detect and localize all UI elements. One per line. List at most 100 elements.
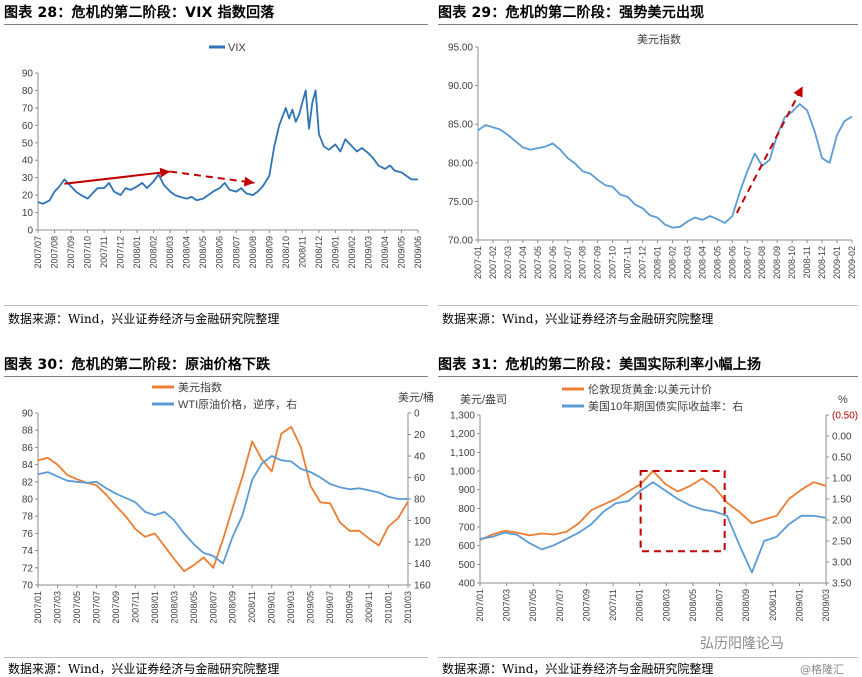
series-line-2 [37, 455, 408, 565]
x-tick-label: 2007/07 [555, 589, 565, 622]
trend-arrow-line [735, 85, 804, 214]
x-tick-label: 2007-08 [578, 246, 588, 279]
y-right-tick-label: 120 [414, 538, 431, 549]
y-tick-label: 80.00 [448, 158, 473, 169]
y-tick-label: 10 [22, 208, 34, 219]
x-tick-label: 2008-01 [653, 246, 663, 279]
series-line-2 [479, 481, 827, 574]
x-tick-label: 2009/01 [794, 589, 804, 622]
source-note-p31: 数据来源：Wind，兴业证券经济与金融研究院整理 [442, 662, 714, 676]
title-rule-right [438, 24, 858, 25]
x-tick-label: 2008/01 [150, 591, 160, 624]
chart-title-p31: 图表 31：危机的第二阶段：美国实际利率小幅上扬 [438, 357, 762, 373]
x-tick-label: 2007/05 [528, 589, 538, 622]
x-tick-label: 2009/01 [267, 591, 277, 624]
x-tick-label: 2008/11 [247, 591, 257, 623]
x-tick-label: 2007/10 [83, 236, 93, 269]
y-right-tick-label: 80 [414, 495, 426, 506]
x-tick-label: 2008/12 [314, 236, 324, 269]
x-tick-label: 2007/07 [33, 236, 43, 269]
y-right-tick-label: 0.00 [832, 432, 852, 443]
y-tick-label: 50 [22, 138, 34, 149]
y-right-tick-label: 2.00 [832, 516, 852, 527]
x-tick-label: 2008/02 [149, 236, 159, 269]
y-tick-label: 90.00 [448, 81, 473, 92]
y-right-tick-label: 1.50 [832, 495, 852, 506]
x-tick-label: 2007-01 [473, 246, 483, 279]
y-tick-label: 85.00 [448, 120, 473, 131]
watermark-left: 弘历阳隆论马 [700, 636, 784, 652]
y-tick-label: 700 [458, 523, 475, 534]
x-tick-label: 2007/05 [72, 591, 82, 624]
x-tick-label: 2007/03 [52, 591, 62, 624]
x-tick-label: 2007/11 [608, 589, 618, 621]
x-tick-label: 2007-05 [533, 246, 543, 279]
y-right-tick-label: 100 [414, 516, 431, 527]
y-right-tick-label: 3.00 [832, 558, 852, 569]
x-tick-label: 2009/07 [325, 591, 335, 624]
y-tick-label: 80 [22, 495, 34, 506]
y-right-tick-label: 3.50 [832, 579, 852, 590]
trend-arrow-head [243, 176, 255, 187]
x-tick-label: 2009/06 [413, 236, 423, 269]
y-right-tick-label: 1.00 [832, 474, 852, 485]
y-right-tick-label: 0.50 [832, 453, 852, 464]
x-tick-label: 2008/06 [215, 236, 225, 269]
source-rule-right [438, 305, 858, 306]
series-line-1 [37, 425, 409, 573]
vix-chart: 0 10 20 30 40 50 60 70 80 90 2007/07 2007/08 2007/09… [22, 42, 423, 269]
y-tick-label: 86 [22, 443, 34, 454]
y-tick-label: 74 [22, 546, 34, 557]
series-line-1 [477, 103, 853, 229]
x-tick-label: 2009/11 [364, 591, 374, 623]
source-rule-left-2 [4, 657, 428, 658]
x-tick-label: 2008-06 [727, 246, 737, 279]
x-tick-label: 2008/09 [228, 591, 238, 624]
x-tick-label: 2009/03 [363, 236, 373, 269]
x-tick-label: 2009/05 [396, 236, 406, 269]
source-rule-right-2 [438, 657, 858, 658]
source-note-p30: 数据来源：Wind，兴业证券经济与金融研究院整理 [8, 662, 280, 676]
legend-label: 美元指数 [178, 380, 222, 394]
series-line-1 [37, 89, 418, 205]
trend-arrow-head [159, 167, 171, 178]
x-tick-label: 2007-03 [503, 246, 513, 279]
y-tick-label: 1,100 [450, 448, 475, 459]
y-tick-label: 40 [22, 156, 34, 167]
x-tick-label: 2007/11 [130, 591, 140, 623]
x-tick-label: 2007-04 [518, 246, 528, 279]
x-tick-label: 2008-12 [817, 246, 827, 279]
y-right-tick-label: 140 [414, 559, 431, 570]
trend-arrow-line [64, 170, 171, 185]
x-tick-label: 2008/10 [281, 236, 291, 269]
x-tick-label: 2008/01 [635, 589, 645, 622]
y-right-tick-label: 60 [414, 473, 426, 484]
x-tick-label: 2008-11 [802, 246, 812, 278]
x-tick-label: 2009/01 [330, 236, 340, 269]
x-tick-label: 2008/09 [741, 589, 751, 622]
x-tick-label: 2007/08 [50, 236, 60, 269]
x-tick-label: 2008-04 [697, 246, 707, 279]
legend-label: 伦敦现货黄金:以美元计价 [588, 382, 712, 396]
y-tick-label: 80 [22, 86, 34, 97]
y-right-tick-label: 0 [414, 409, 420, 420]
x-tick-label: 2008/08 [248, 236, 258, 269]
y-tick-label: 500 [458, 560, 475, 571]
x-tick-label: 2007/01 [475, 589, 485, 622]
x-tick-label: 2007/12 [116, 236, 126, 269]
x-tick-label: 2010/01 [384, 591, 394, 624]
chart-title-p30: 图表 30：危机的第二阶段：原油价格下跌 [4, 357, 271, 373]
x-tick-label: 2007/07 [91, 591, 101, 624]
x-tick-label: 2008/11 [768, 589, 778, 621]
x-tick-label: 2010/03 [403, 591, 413, 624]
legend-label: VIX [228, 42, 246, 54]
y-tick-label: 82 [22, 477, 34, 488]
dollar-index-chart: 70.00 75.00 80.00 85.00 90.00 95.00 2007-01 200… [448, 32, 857, 279]
watermark-right: @格隆汇 [800, 663, 844, 676]
y-tick-label: 20 [22, 191, 34, 202]
y-right-tick-label: 2.50 [832, 537, 852, 548]
y-tick-label: 900 [458, 485, 475, 496]
y-tick-label: 90 [22, 69, 34, 80]
chart-title-p28: 图表 28：危机的第二阶段：VIX 指数回落 [4, 5, 275, 21]
x-tick-label: 2007/11 [99, 236, 109, 268]
